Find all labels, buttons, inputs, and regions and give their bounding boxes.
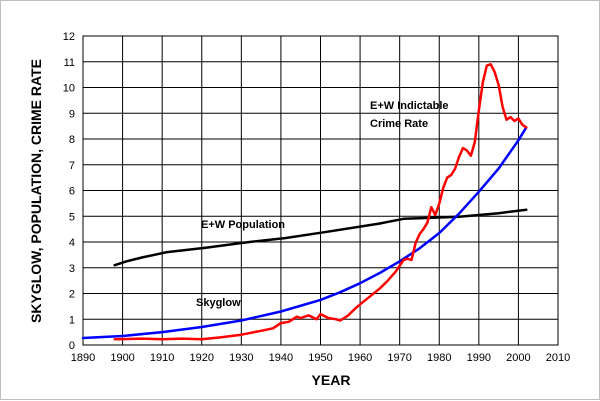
y-tick-label: 8 xyxy=(69,134,75,146)
y-tick-label: 12 xyxy=(63,31,75,43)
x-tick-label: 1900 xyxy=(110,352,134,364)
x-tick-label: 1950 xyxy=(308,352,332,364)
y-tick-label: 5 xyxy=(69,211,75,223)
x-tick-label: 1890 xyxy=(71,352,95,364)
y-tick-label: 0 xyxy=(69,340,75,352)
population-label: E+W Population xyxy=(201,219,285,231)
y-tick-label: 1 xyxy=(69,314,75,326)
y-tick-label: 11 xyxy=(64,57,75,69)
y-tick-label: 2 xyxy=(69,289,75,301)
y-tick-label: 4 xyxy=(69,237,75,249)
y-axis-title: SKYGLOW, POPULATION, CRIME RATE xyxy=(28,59,44,323)
x-tick-label: 1990 xyxy=(467,352,491,364)
y-tick-label: 3 xyxy=(69,263,75,275)
crime-rate-line xyxy=(113,63,528,341)
x-tick-label: 1980 xyxy=(427,352,451,364)
skyglow-line xyxy=(81,126,528,340)
x-tick-labels: 1890 1900 1910 1920 1930 1940 1950 1960 1970 1980… xyxy=(71,352,570,364)
x-tick-label: 1930 xyxy=(229,352,253,364)
crime-rate-label-line1: E+W Indictable xyxy=(370,100,449,112)
y-tick-label: 10 xyxy=(63,83,75,95)
x-axis-title: YEAR xyxy=(312,372,351,388)
y-tick-label: 7 xyxy=(69,160,75,172)
x-tick-label: 1920 xyxy=(190,352,214,364)
series-lines xyxy=(81,63,528,341)
x-tick-label: 2000 xyxy=(506,352,530,364)
crime-rate-label-line2: Crime Rate xyxy=(370,118,428,130)
skyglow-label: Skyglow xyxy=(196,297,241,309)
x-tick-label: 1970 xyxy=(387,352,411,364)
plot-border xyxy=(82,35,559,346)
population-line xyxy=(113,208,528,267)
y-tick-label: 9 xyxy=(69,108,75,120)
x-tick-label: 2010 xyxy=(546,352,570,364)
y-tick-label: 6 xyxy=(69,186,75,198)
x-tick-label: 1910 xyxy=(150,352,174,364)
x-tick-label: 1940 xyxy=(269,352,293,364)
x-tick-label: 1960 xyxy=(348,352,372,364)
